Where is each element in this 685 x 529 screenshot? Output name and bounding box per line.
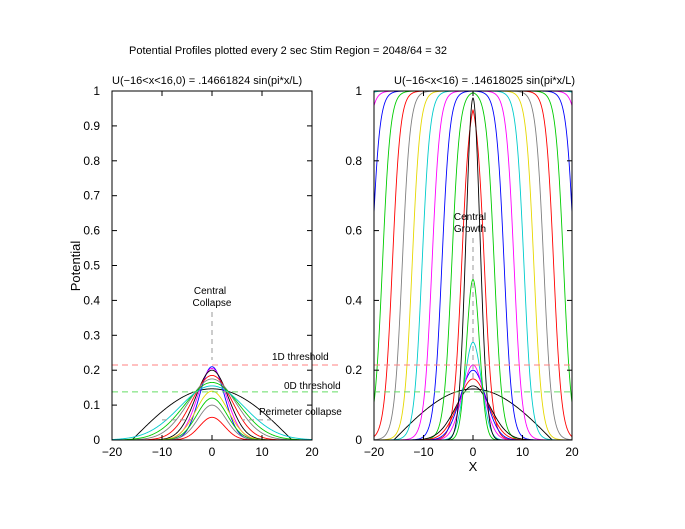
right-y-tick-label: 0.6 <box>345 224 362 238</box>
left-y-tick-label: 0.6 <box>83 224 100 238</box>
right-profile-0 <box>374 385 572 441</box>
left-profile-4 <box>112 378 312 441</box>
left-x-tick-label: −20 <box>102 445 123 459</box>
left-y-tick-label: 0.1 <box>83 398 100 412</box>
left-x-tick-label: 0 <box>209 445 216 459</box>
right-profile-1 <box>374 378 572 441</box>
central-growth-label-line2: Growth <box>454 224 486 235</box>
perimeter-collapse-label: Perimeter collapse <box>259 407 342 418</box>
one-d-threshold-label: 1D threshold <box>272 352 329 363</box>
right-plateau-profile-7 <box>373 90 573 437</box>
left-profile-6 <box>111 385 313 440</box>
left-profile-8 <box>112 397 312 441</box>
central-growth-label-line1: Central <box>454 212 486 223</box>
right-x-tick-label: −10 <box>413 445 434 459</box>
left-panel: −20 −10 0 10 20 0 0.1 0.2 0.3 0.4 0.5 0.6 0.7 0.8 0.9 1… <box>68 75 342 459</box>
left-plot-frame <box>111 90 313 441</box>
left-reference-lines <box>112 312 342 421</box>
left-y-tick-label: 0.9 <box>83 119 100 133</box>
right-panel: −20 −10 0 10 20 0 0.2 0.4 0.6 0.8 1 U(−16<x<16) = … <box>345 75 579 474</box>
left-y-tick-label: 0 <box>93 433 100 447</box>
left-profile-0 <box>112 366 312 441</box>
left-x-tick-label: 20 <box>305 445 319 459</box>
left-axis-ticks: −20 −10 0 10 20 0 0.1 0.2 0.3 0.4 0.5 0.6 0.7 0.8 0.9 1 <box>83 84 319 459</box>
left-y-axis-label: Potential <box>68 241 83 292</box>
left-x-tick-label: −10 <box>152 445 173 459</box>
left-y-tick-label: 0.5 <box>83 259 100 273</box>
right-y-tick-label: 0.2 <box>345 363 362 377</box>
right-x-tick-label: −20 <box>364 445 385 459</box>
left-y-tick-label: 0.4 <box>83 293 100 307</box>
right-y-tick-label: 0 <box>355 433 362 447</box>
right-panel-title: U(−16<x<16) = .14618025 sin(pi*x/L) <box>394 75 575 87</box>
left-y-tick-label: 1 <box>93 84 100 98</box>
right-initial-profile <box>374 388 572 441</box>
right-y-tick-label: 0.8 <box>345 154 362 168</box>
central-collapse-label-line2: Collapse <box>193 298 232 309</box>
left-y-tick-label: 0.3 <box>83 328 100 342</box>
zero-d-threshold-label: 0D threshold <box>284 381 341 392</box>
left-profile-5 <box>112 381 312 441</box>
right-axis-ticks: −20 −10 0 10 20 0 0.2 0.4 0.6 0.8 1 <box>345 84 579 459</box>
right-x-axis-label: X <box>469 459 478 474</box>
right-x-tick-label: 10 <box>516 445 530 459</box>
left-y-tick-label: 0.8 <box>83 154 100 168</box>
left-y-tick-label: 0.2 <box>83 363 100 377</box>
left-panel-title: U(−16<x<16,0) = .14661824 sin(pi*x/L) <box>112 75 302 87</box>
right-x-tick-label: 20 <box>565 445 579 459</box>
right-y-tick-label: 0.4 <box>345 293 362 307</box>
left-curves <box>111 366 313 441</box>
right-x-tick-label: 0 <box>470 445 477 459</box>
right-reference-lines <box>374 238 572 393</box>
central-collapse-label-line1: Central <box>194 286 226 297</box>
right-y-tick-label: 1 <box>355 84 362 98</box>
left-initial-profile <box>112 388 312 441</box>
left-y-tick-label: 0.7 <box>83 189 100 203</box>
left-x-tick-label: 10 <box>255 445 269 459</box>
figure-title: Potential Profiles plotted every 2 sec S… <box>129 45 447 57</box>
